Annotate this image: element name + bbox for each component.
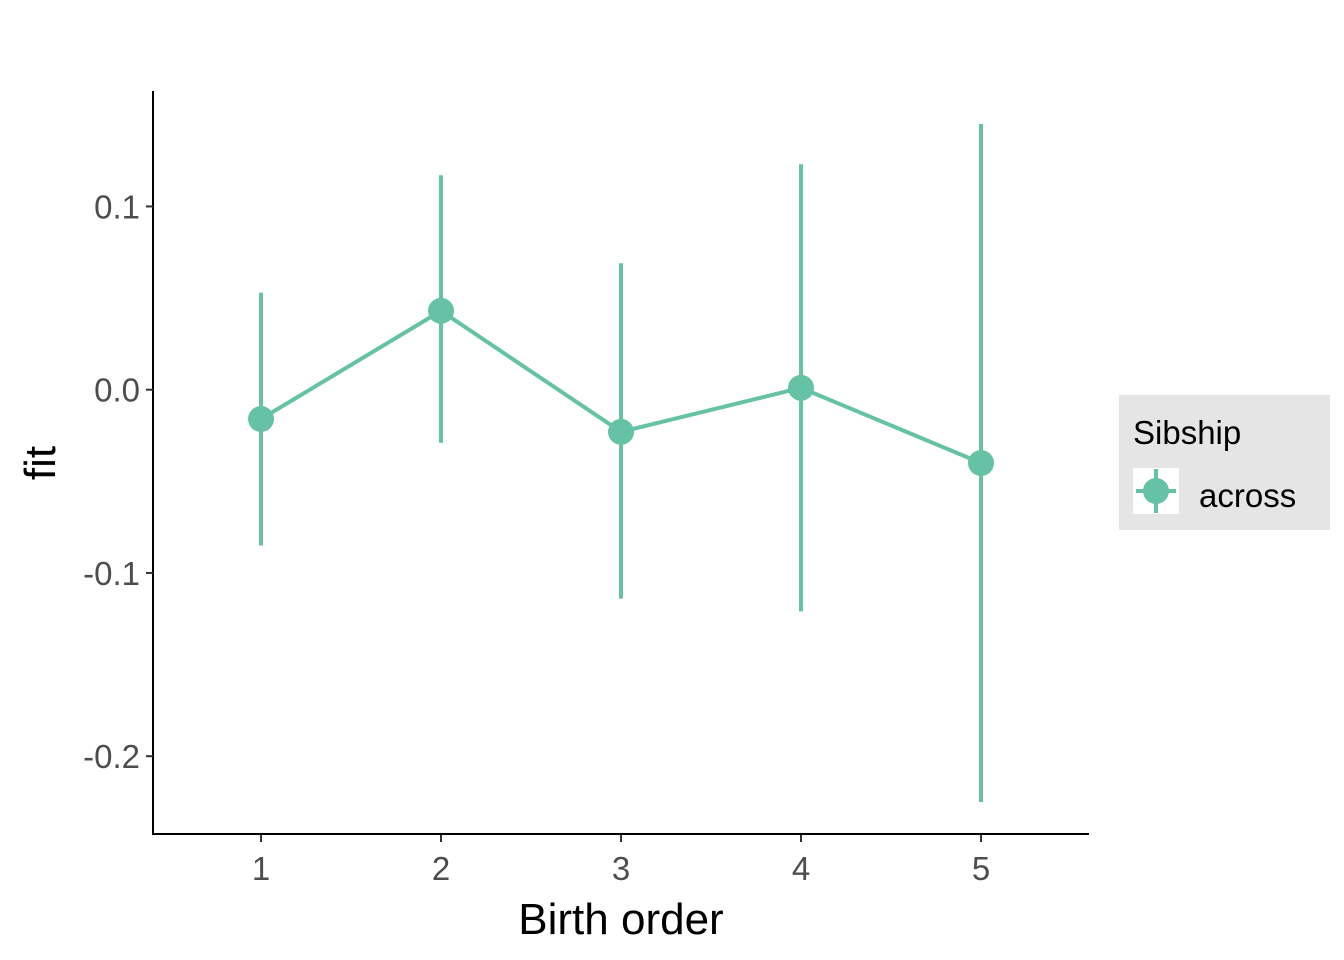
x-tick-label: 3 (612, 850, 630, 887)
legend-key (1133, 468, 1179, 514)
x-axis-ticks: 1 2 3 4 5 (252, 835, 990, 887)
y-tick-label: -0.1 (83, 555, 140, 592)
point-4 (788, 374, 814, 401)
legend-key-point (1143, 478, 1169, 504)
y-tick-label: -0.2 (83, 738, 140, 775)
y-tick-label: 0.0 (94, 372, 140, 409)
x-tick-label: 1 (252, 850, 270, 887)
plot-area (248, 123, 994, 803)
y-tick-label: 0.1 (94, 188, 140, 225)
legend-label-across: across (1199, 477, 1296, 514)
legend: Sibship across (1119, 395, 1330, 530)
x-axis-title: Birth order (518, 895, 723, 944)
x-tick-label: 4 (792, 850, 810, 887)
y-axis-title: fit (16, 446, 65, 480)
x-tick-label: 2 (432, 850, 450, 887)
point-5 (968, 450, 994, 476)
legend-title: Sibship (1133, 414, 1241, 451)
point-1 (248, 406, 274, 433)
point-3 (608, 418, 634, 445)
x-tick-label: 5 (972, 850, 990, 887)
y-axis-ticks: -0.2 -0.1 0.0 0.1 (83, 188, 153, 775)
point-2 (428, 297, 454, 324)
